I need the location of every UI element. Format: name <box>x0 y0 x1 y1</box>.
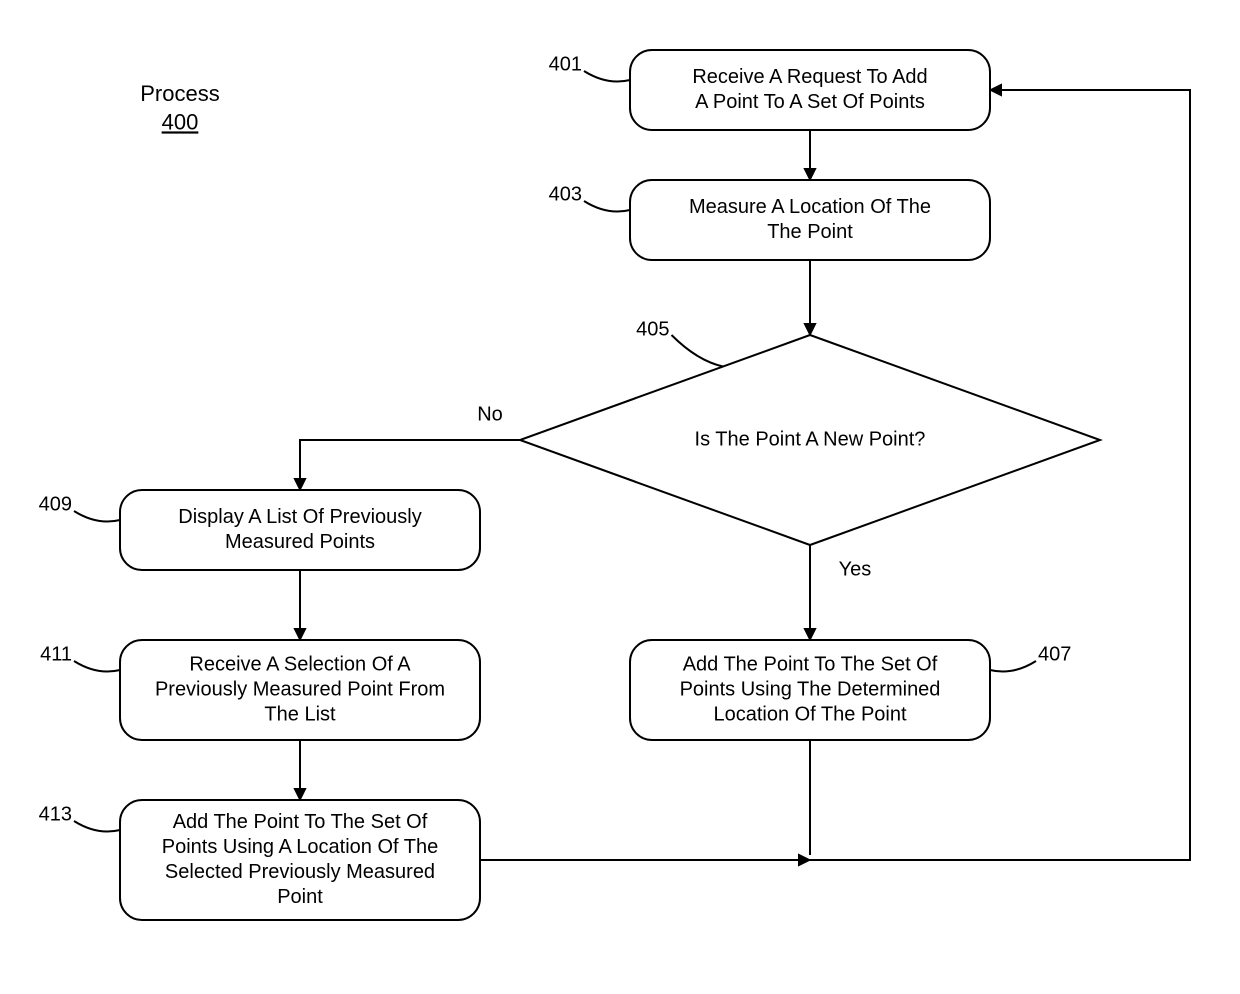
flow-node-n405: Is The Point A New Point? <box>520 335 1100 545</box>
flow-node-n407: Add The Point To The Set Of Points Using … <box>630 640 990 740</box>
flowchart-canvas: Receive A Request To Add A Point To A Set… <box>0 0 1240 994</box>
svg-text:No: No <box>477 403 503 425</box>
svg-text:Point: Point <box>277 886 323 908</box>
svg-text:Add The Point To The Set Of: Add The Point To The Set Of <box>173 811 428 833</box>
flow-node-n409: Display A List Of Previously Measured Poi… <box>120 490 480 570</box>
svg-text:407: 407 <box>1038 643 1071 665</box>
svg-text:The List: The List <box>264 703 336 725</box>
svg-text:403: 403 <box>549 183 582 205</box>
flow-node-n413: Add The Point To The Set Of Points Using … <box>120 800 480 920</box>
svg-text:A Point To A Set Of Points: A Point To A Set Of Points <box>695 91 925 113</box>
flow-node-n401: Receive A Request To Add A Point To A Set… <box>630 50 990 130</box>
svg-text:Add The Point To The Set Of: Add The Point To The Set Of <box>683 653 938 675</box>
svg-text:Yes: Yes <box>839 558 872 580</box>
svg-text:411: 411 <box>40 643 72 665</box>
nodes-layer: Receive A Request To Add A Point To A Set… <box>120 50 1100 920</box>
svg-text:Display A List Of Previously: Display A List Of Previously <box>178 506 421 528</box>
svg-text:413: 413 <box>39 803 72 825</box>
flow-node-n411: Receive A Selection Of A Previously Measu… <box>120 640 480 740</box>
svg-text:Points Using The Determined: Points Using The Determined <box>680 678 941 700</box>
svg-text:Measure A Location Of The: Measure A Location Of The <box>689 196 931 218</box>
svg-text:Selected Previously Measured: Selected Previously Measured <box>165 861 435 883</box>
svg-text:Points Using A Location Of The: Points Using A Location Of The <box>162 836 438 858</box>
svg-text:Receive A Request To Add: Receive A Request To Add <box>692 66 927 88</box>
svg-text:409: 409 <box>39 493 72 515</box>
svg-text:Previously Measured Point From: Previously Measured Point From <box>155 678 445 700</box>
edge <box>300 440 520 490</box>
svg-text:Measured Points: Measured Points <box>225 531 375 553</box>
svg-text:Is The Point A New Point?: Is The Point A New Point? <box>695 428 926 450</box>
process-title: Process <box>140 81 219 106</box>
svg-text:Location Of The Point: Location Of The Point <box>713 703 907 725</box>
svg-text:405: 405 <box>636 318 669 340</box>
svg-text:Receive A Selection Of A: Receive A Selection Of A <box>189 653 411 675</box>
process-number: 400 <box>162 109 199 134</box>
svg-text:401: 401 <box>549 53 582 75</box>
flow-node-n403: Measure A Location Of The The Point <box>630 180 990 260</box>
svg-text:The Point: The Point <box>767 221 853 243</box>
